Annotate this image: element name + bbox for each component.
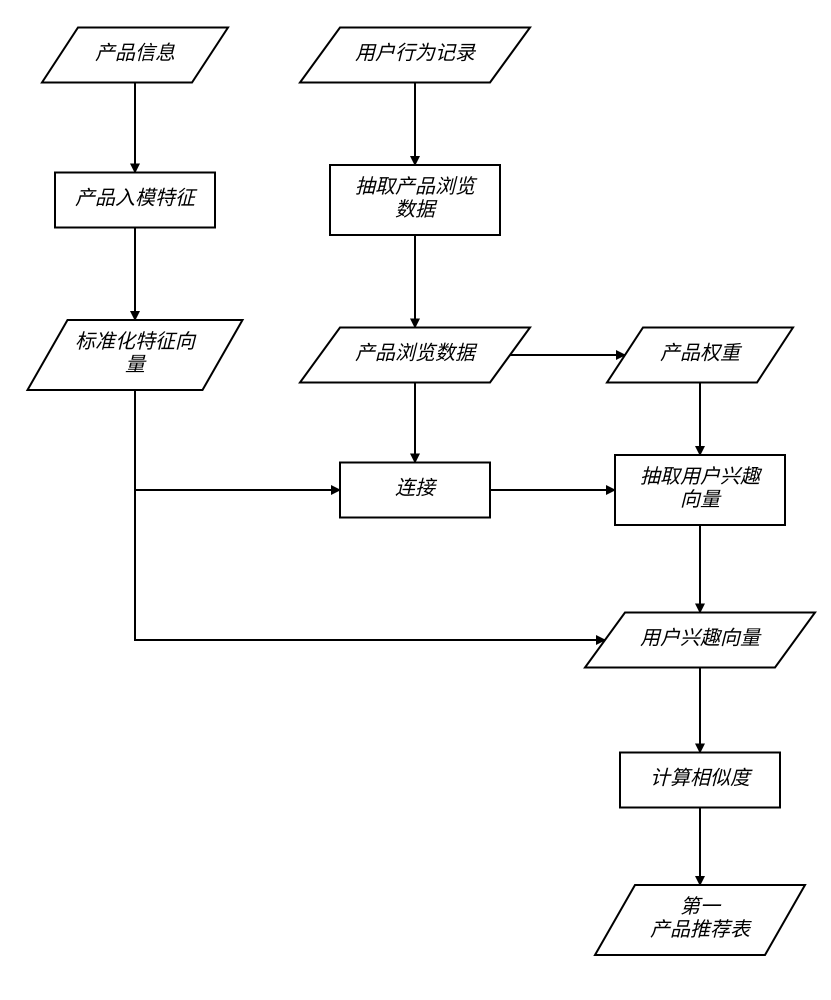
node-label: 抽取产品浏览	[355, 176, 478, 198]
node-n1: 产品信息	[42, 28, 228, 83]
node-label: 产品信息	[95, 43, 175, 65]
node-n2: 用户行为记录	[300, 28, 530, 83]
node-n7: 产品权重	[607, 328, 793, 383]
edge-n5-n8	[135, 390, 340, 490]
node-label: 第一	[680, 896, 722, 918]
node-label: 数据	[395, 199, 438, 221]
node-label: 标准化特征向	[75, 331, 197, 353]
node-label: 向量	[680, 489, 722, 511]
node-label: 用户兴趣向量	[640, 628, 762, 650]
node-n6: 产品浏览数据	[300, 328, 530, 383]
node-n10: 用户兴趣向量	[585, 613, 815, 668]
node-label: 产品推荐表	[650, 919, 752, 941]
node-label: 抽取用户兴趣	[640, 466, 763, 488]
node-n5: 标准化特征向量	[28, 320, 243, 390]
node-n9: 抽取用户兴趣向量	[615, 455, 785, 525]
node-n3: 产品入模特征	[55, 173, 215, 228]
node-n11: 计算相似度	[620, 753, 780, 808]
node-label: 产品浏览数据	[355, 343, 478, 365]
node-n4: 抽取产品浏览数据	[330, 165, 500, 235]
node-label: 产品权重	[660, 343, 743, 365]
node-label: 量	[125, 354, 147, 376]
node-n8: 连接	[340, 463, 490, 518]
node-label: 计算相似度	[650, 768, 753, 790]
flowchart-canvas: 产品信息 用户行为记录产品入模特征 抽取产品浏览数据标准化特征向量 产品浏览数据 产品权…	[0, 0, 831, 1000]
node-label: 用户行为记录	[355, 43, 477, 65]
node-n12: 第一产品推荐表	[595, 885, 805, 955]
node-label: 产品入模特征	[75, 188, 198, 210]
node-label: 连接	[395, 478, 438, 500]
